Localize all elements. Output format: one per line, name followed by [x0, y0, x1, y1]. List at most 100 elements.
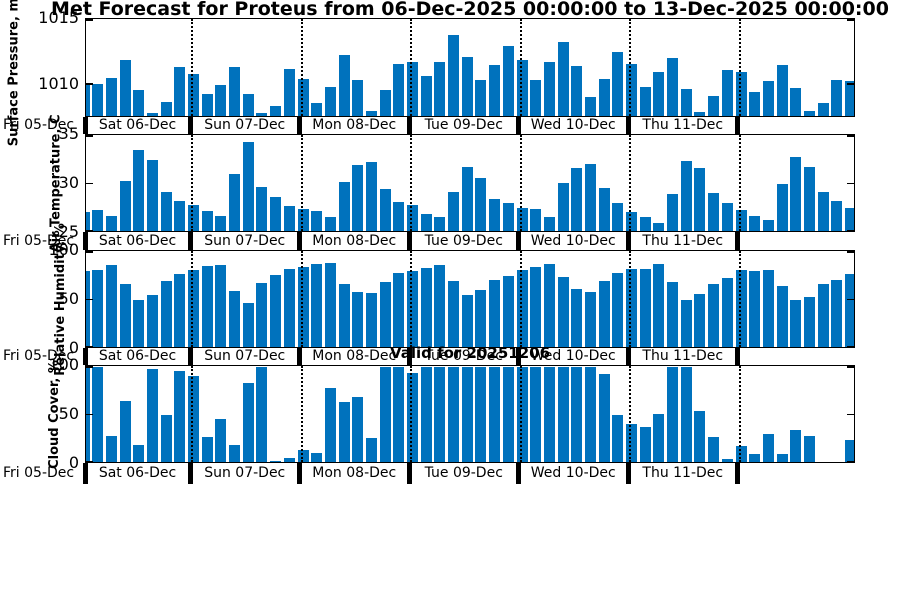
- day-boundary-gridline: [738, 135, 741, 231]
- pressure-bar: [571, 66, 583, 116]
- cloud-cover-ytick-label: 100: [48, 355, 79, 374]
- temperature-bar: [215, 215, 227, 231]
- left-edge-day-label: Fri 05-Dec: [3, 465, 75, 481]
- pressure-bar: [475, 80, 487, 116]
- pressure-ytick-label: 1010: [38, 74, 79, 93]
- left-edge-day-label: Fri 05-Dec: [3, 117, 75, 133]
- cloud-cover-bar: [379, 367, 391, 462]
- cloud-cover-bar: [311, 453, 323, 462]
- day-divider-tick: [406, 463, 412, 484]
- day-boundary-gridline: [410, 251, 412, 347]
- humidity-bar: [256, 283, 268, 347]
- day-boundary-gridline: [191, 19, 193, 116]
- pressure-axis-label: Surface Pressure, mb: [6, 0, 22, 146]
- day-boundary-gridline: [629, 251, 631, 347]
- day-label: Sat 06-Dec: [98, 465, 177, 481]
- temperature-bar: [379, 189, 391, 231]
- pressure-bar: [256, 113, 268, 116]
- temperature-ytick-label: 35: [58, 124, 79, 143]
- humidity-bar: [379, 282, 391, 347]
- day-label: Wed 10-Dec: [530, 117, 616, 133]
- pressure-bar: [283, 68, 295, 116]
- day-label: Thu 11-Dec: [642, 233, 724, 249]
- pressure-bar: [831, 80, 843, 116]
- y-tick-mark: [847, 413, 854, 415]
- temperature-bar: [735, 210, 747, 231]
- humidity-bar: [215, 265, 227, 347]
- temperature-bar: [133, 150, 145, 231]
- day-divider-tick: [516, 463, 521, 484]
- day-label: Sat 06-Dec: [98, 117, 177, 133]
- pressure-bar: [393, 63, 405, 116]
- day-label: Sat 06-Dec: [98, 233, 177, 249]
- humidity-bar: [420, 268, 432, 347]
- pressure-bar: [626, 63, 637, 116]
- pressure-bar: [92, 84, 104, 116]
- pressure-bar: [420, 76, 432, 116]
- pressure-bar: [735, 72, 747, 116]
- cloud-cover-bar: [571, 367, 583, 462]
- temperature-bar: [434, 216, 446, 231]
- y-tick-mark: [86, 366, 93, 368]
- day-divider-tick: [516, 232, 521, 250]
- cloud-cover-bar: [229, 444, 241, 462]
- day-divider-tick: [187, 463, 193, 484]
- pressure-plot: [85, 18, 855, 117]
- temperature-plot: [85, 134, 855, 232]
- day-divider-tick: [82, 348, 88, 365]
- cloud-cover-ytick-label: 0: [68, 453, 79, 472]
- day-divider-tick: [406, 117, 412, 134]
- pressure-bar: [845, 81, 854, 116]
- humidity-bar: [201, 266, 213, 347]
- temperature-bar: [270, 196, 282, 231]
- y-tick-mark: [847, 135, 854, 137]
- pressure-bar: [86, 82, 90, 116]
- humidity-bar: [160, 281, 172, 347]
- day-label: Mon 08-Dec: [312, 348, 397, 364]
- left-edge-day-label: Fri 05-Dec: [3, 233, 75, 249]
- cloud-cover-bar: [242, 383, 254, 462]
- pressure-bar: [119, 59, 131, 116]
- temperature-bar: [256, 187, 268, 231]
- day-boundary-gridline: [410, 366, 412, 462]
- cloud-cover-bar: [92, 367, 104, 462]
- day-label: Wed 10-Dec: [530, 348, 616, 364]
- day-label: Sun 07-Dec: [204, 465, 286, 481]
- cloud-cover-bar: [475, 367, 487, 462]
- temperature-bar: [694, 168, 706, 231]
- temperature-bar: [667, 193, 679, 231]
- humidity-bar: [146, 294, 158, 347]
- day-label: Sun 07-Dec: [204, 348, 286, 364]
- humidity-bar: [448, 280, 460, 347]
- pressure-bar: [680, 89, 692, 116]
- pressure-bar: [461, 57, 473, 116]
- day-label: Mon 08-Dec: [312, 117, 397, 133]
- pressure-ytick-label: 1015: [38, 8, 79, 27]
- temperature-bar: [146, 159, 158, 231]
- cloud-cover-bar: [393, 367, 405, 462]
- pressure-bar: [270, 105, 282, 116]
- temperature-bar: [571, 168, 583, 231]
- humidity-bar: [845, 273, 854, 347]
- day-label: Thu 11-Dec: [642, 117, 724, 133]
- day-label: Tue 09-Dec: [424, 233, 503, 249]
- temperature-bar: [448, 192, 460, 231]
- day-divider-tick: [406, 348, 412, 365]
- y-tick-mark: [847, 230, 854, 231]
- pressure-bar: [338, 54, 350, 116]
- day-divider-tick: [297, 348, 302, 365]
- day-label: Tue 09-Dec: [424, 348, 503, 364]
- cloud-cover-bar: [667, 367, 679, 462]
- humidity-bar: [352, 291, 364, 347]
- humidity-bar: [407, 271, 418, 347]
- humidity-bar: [475, 290, 487, 347]
- humidity-bar: [86, 271, 90, 347]
- temperature-bar: [297, 209, 309, 231]
- temperature-bar: [311, 211, 323, 231]
- pressure-bar: [667, 58, 679, 116]
- day-boundary-gridline: [300, 366, 303, 462]
- temperature-bar: [407, 205, 418, 231]
- humidity-bar: [188, 270, 199, 347]
- day-divider-tick: [82, 463, 88, 484]
- pressure-bar: [762, 81, 774, 116]
